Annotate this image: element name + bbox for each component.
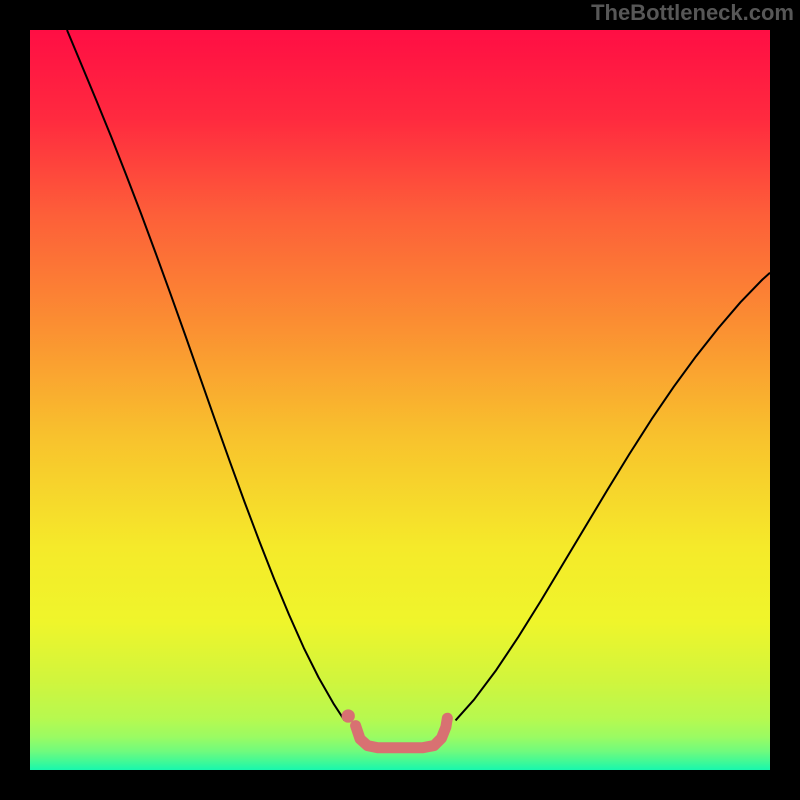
curves-layer xyxy=(30,30,770,770)
curve-left xyxy=(67,30,345,720)
squiggle-path xyxy=(356,718,448,748)
chart-stage: TheBottleneck.com xyxy=(0,0,800,800)
watermark-text: TheBottleneck.com xyxy=(591,0,794,26)
plot-area xyxy=(30,30,770,770)
curve-right xyxy=(456,273,771,721)
squiggle-dot xyxy=(342,709,355,722)
